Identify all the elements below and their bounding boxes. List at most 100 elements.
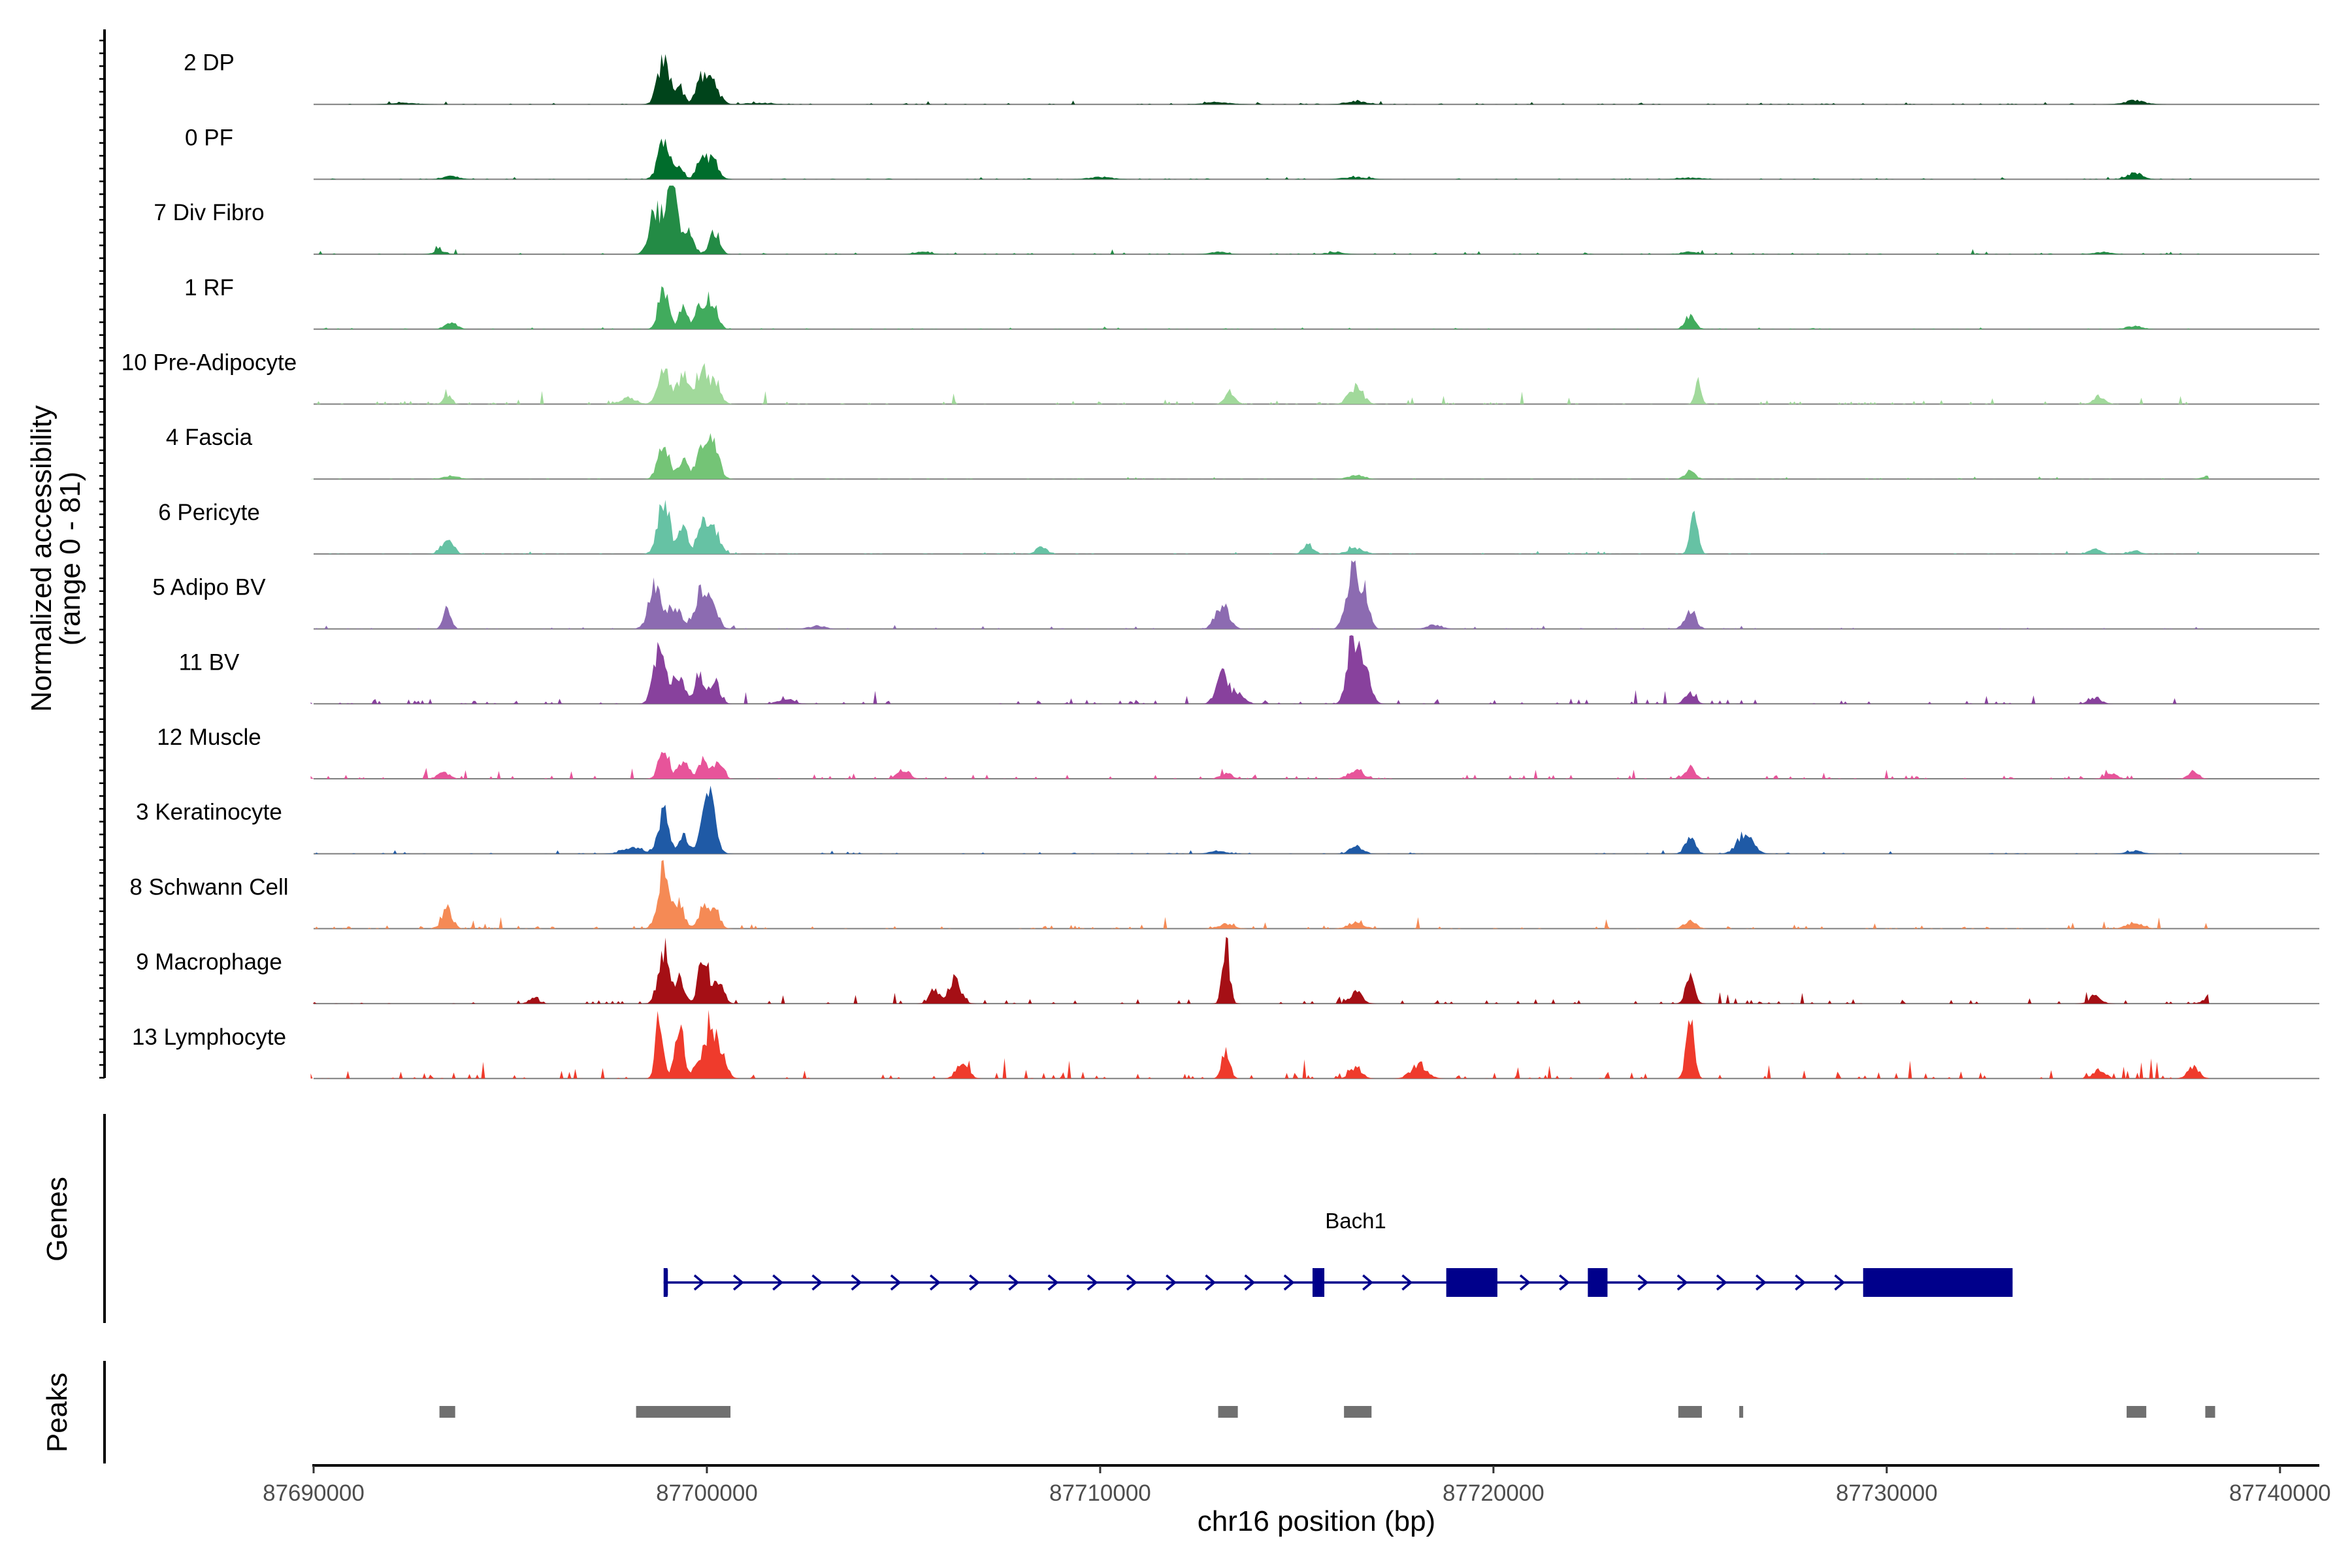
y-axis-title-line2: (range 0 - 81) [54, 472, 86, 646]
track-label: 1 RF [184, 275, 234, 301]
accessibility-y-axis [99, 29, 106, 1079]
track-label: 0 PF [185, 125, 233, 150]
y-axis-title-line1: Normalized accessibility [25, 405, 57, 711]
track-10-pre-adipocyte: 10 Pre-Adipocyte [122, 350, 2319, 405]
track-label: 3 Keratinocyte [136, 800, 282, 825]
gene-strand-chevron [1244, 1274, 1256, 1291]
track-label: 12 Muscle [157, 725, 261, 750]
track-label: 9 Macrophage [136, 949, 282, 975]
x-axis-tick-label: 87710000 [1049, 1480, 1151, 1506]
x-axis-tick-label: 87700000 [656, 1480, 758, 1506]
gene-strand-chevron [1756, 1274, 1767, 1291]
peak-region [2127, 1406, 2147, 1418]
gene-strand-chevron [1795, 1274, 1806, 1291]
track-13-lymphocyte: 13 Lymphocyte [132, 1009, 2319, 1079]
track-label: 11 BV [179, 649, 240, 675]
gene-strand-chevron [772, 1274, 784, 1291]
peak-region [1678, 1406, 1702, 1418]
track-label: 4 Fascia [166, 425, 253, 450]
track-5-adipo-bv: 5 Adipo BV [152, 560, 2319, 630]
gene-track: Bach1 [663, 1209, 2013, 1297]
track-1-rf: 1 RF [184, 275, 2319, 330]
gene-exon [1588, 1268, 1608, 1297]
gene-exon [1312, 1268, 1325, 1297]
gene-strand-chevron [1166, 1274, 1177, 1291]
track-label: 13 Lymphocyte [132, 1024, 286, 1050]
peak-regions-track [439, 1406, 2215, 1418]
gene-strand-chevron [1008, 1274, 1020, 1291]
peaks-panel: Peaks [41, 1361, 2215, 1463]
x-axis-title: chr16 position (bp) [1198, 1505, 1435, 1537]
coverage-area [310, 363, 2210, 404]
gene-strand-chevron [732, 1274, 744, 1291]
coverage-area [310, 54, 2210, 105]
track-label: 5 Adipo BV [152, 575, 266, 600]
coverage-area [310, 751, 2210, 779]
x-axis: 87690000 87700000 87710000 87720000 87730000… [263, 1464, 2331, 1506]
coverage-area [310, 286, 2210, 329]
genes-panel: Genes Bach1 [41, 1114, 2013, 1323]
coverage-area [310, 186, 2210, 255]
track-label: 2 DP [184, 50, 235, 76]
genes-panel-title: Genes [41, 1177, 73, 1262]
track-label: 6 Pericyte [158, 500, 260, 525]
coverage-area [310, 785, 2210, 854]
gene-strand-chevron [1676, 1274, 1688, 1291]
coverage-area [310, 635, 2210, 704]
coverage-tracks: 2 DP 0 PF 7 Div Fibro 1 RF 10 Pre-Adipocyte 4… [122, 50, 2319, 1079]
track-label: 7 Div Fibro [154, 200, 264, 225]
track-9-macrophage: 9 Macrophage [136, 937, 2319, 1005]
peak-region [636, 1406, 731, 1418]
gene-exon [663, 1268, 668, 1297]
coverage-area [310, 139, 2210, 180]
track-2-dp: 2 DP [184, 50, 2319, 105]
track-8-schwann-cell: 8 Schwann Cell [129, 860, 2319, 930]
x-axis-tick-label: 87720000 [1443, 1480, 1544, 1506]
gene-strand-chevron [1086, 1274, 1098, 1291]
coverage-area [310, 560, 2210, 629]
gene-strand-chevron [929, 1274, 941, 1291]
x-axis-tick-label: 87690000 [263, 1480, 365, 1506]
gene-strand-chevron [1047, 1274, 1059, 1291]
gene-strand-chevron [851, 1274, 862, 1291]
track-6-pericyte: 6 Pericyte [158, 500, 2319, 555]
coverage-area [310, 937, 2210, 1004]
gene-strand-chevron [969, 1274, 981, 1291]
gene-strand-chevron [1716, 1274, 1727, 1291]
x-axis-tick-label: 87740000 [2229, 1480, 2331, 1506]
coverage-area [310, 1009, 2210, 1079]
gene-exon [1446, 1268, 1497, 1297]
track-label: 10 Pre-Adipocyte [122, 350, 297, 376]
gene-strand-chevron [1126, 1274, 1137, 1291]
gene-strand-chevron [1637, 1274, 1649, 1291]
track-12-muscle: 12 Muscle [157, 725, 2319, 779]
peak-region [1344, 1406, 1372, 1418]
gene-strand-chevron [1519, 1274, 1531, 1291]
peak-region [1218, 1406, 1238, 1418]
coverage-area [310, 433, 2210, 480]
peaks-panel-title: Peaks [41, 1373, 73, 1452]
peak-region [1739, 1406, 1744, 1418]
track-3-keratinocyte: 3 Keratinocyte [136, 785, 2319, 855]
track-11-bv: 11 BV [179, 635, 2319, 705]
track-label: 8 Schwann Cell [129, 874, 288, 900]
gene-strand-chevron [1401, 1274, 1413, 1291]
x-axis-tick-label: 87730000 [1836, 1480, 1938, 1506]
gene-strand-chevron [1834, 1274, 1846, 1291]
track-4-fascia: 4 Fascia [166, 425, 2319, 480]
gene-strand-chevron [811, 1274, 823, 1291]
gene-strand-chevron [693, 1274, 705, 1291]
coverage-area [310, 860, 2210, 929]
gene-strand-chevron [1362, 1274, 1373, 1291]
peak-region [439, 1406, 455, 1418]
gene-strand-chevron [1283, 1274, 1295, 1291]
gene-name-label: Bach1 [1325, 1209, 1386, 1233]
gene-strand-chevron [890, 1274, 902, 1291]
coverage-area [310, 500, 2210, 554]
gene-strand-chevron [1205, 1274, 1217, 1291]
gene-exon [1863, 1268, 2013, 1297]
track-7-div-fibro: 7 Div Fibro [154, 186, 2319, 255]
peak-region [2205, 1406, 2215, 1418]
track-0-pf: 0 PF [185, 125, 2319, 180]
